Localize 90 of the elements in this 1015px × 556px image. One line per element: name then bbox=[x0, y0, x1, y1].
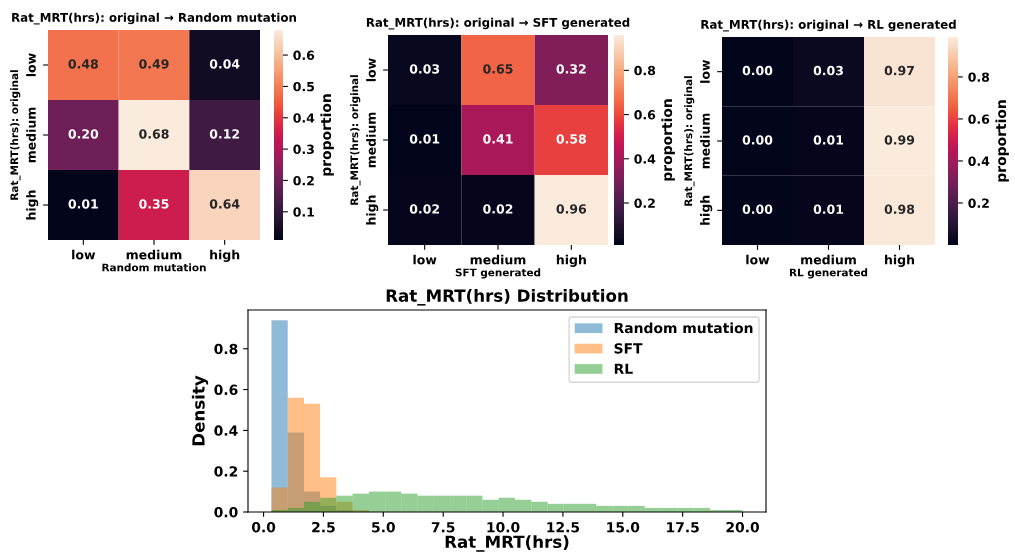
x-tick-label: medium bbox=[801, 254, 856, 265]
y-axis-title: Rat_MRT(hrs): original bbox=[684, 76, 695, 206]
y-tick-label: 0.4 bbox=[214, 425, 238, 436]
data-label: 0.00 bbox=[742, 135, 773, 145]
color-bar-label: 0.2 bbox=[293, 175, 314, 186]
data-label: 0.96 bbox=[556, 204, 587, 214]
color-bar-label: 0.4 bbox=[968, 156, 990, 166]
x-axis-title: Random mutation bbox=[102, 263, 206, 272]
y-tick-label: low bbox=[700, 59, 710, 83]
x-tick-label: 17.5 bbox=[667, 522, 699, 533]
data-label: 0.01 bbox=[68, 199, 98, 209]
x-tick-label: 0.0 bbox=[251, 521, 276, 533]
color-bar-label: 0.6 bbox=[968, 114, 990, 124]
data-label: 0.64 bbox=[209, 199, 240, 209]
y-tick-label: 0.2 bbox=[214, 466, 238, 477]
color-bar-title: proportion bbox=[995, 100, 1009, 182]
x-tick-label: medium bbox=[470, 254, 526, 265]
color-bar-title: proportion bbox=[320, 94, 334, 176]
y-axis-title: Rat_MRT(hrs): original bbox=[350, 75, 361, 205]
data-label: 0.48 bbox=[68, 59, 98, 69]
x-tick-label: 15.0 bbox=[607, 521, 640, 533]
y-tick-label: 0.6 bbox=[214, 384, 238, 396]
data-label: 0.98 bbox=[884, 204, 915, 214]
data-label: 0.02 bbox=[409, 204, 439, 214]
y-tick-label: high bbox=[26, 190, 39, 220]
x-tick-label: 12.5 bbox=[547, 521, 580, 533]
color-bar-title: proportion bbox=[661, 99, 675, 181]
color-bar-label: 0.2 bbox=[968, 198, 989, 208]
data-label: 0.41 bbox=[483, 134, 513, 144]
x-axis-title: Rat_MRT(hrs) bbox=[445, 535, 569, 552]
y-tick-label: low bbox=[26, 53, 36, 77]
legend-label: Random mutation bbox=[614, 322, 753, 334]
y-tick-label: 0.8 bbox=[214, 343, 238, 355]
x-tick-label: low bbox=[746, 254, 770, 265]
chart-title: Rat_MRT(hrs): original → RL generated bbox=[701, 19, 956, 32]
data-label: 0.01 bbox=[409, 134, 440, 144]
y-tick-label: medium bbox=[26, 107, 36, 163]
data-label: 0.01 bbox=[813, 135, 844, 145]
x-tick-label: low bbox=[413, 254, 437, 265]
data-label: 0.49 bbox=[139, 59, 169, 69]
data-label: 0.20 bbox=[68, 129, 99, 139]
color-bar-label: 0.8 bbox=[634, 65, 656, 76]
color-bar-label: 0.1 bbox=[293, 207, 315, 217]
y-tick-label: high bbox=[700, 195, 713, 225]
x-tick-label: 7.5 bbox=[431, 522, 455, 533]
x-axis-title: SFT generated bbox=[455, 268, 541, 279]
chart-title: Rat_MRT(hrs) Distribution bbox=[386, 289, 628, 306]
x-tick-label: 2.5 bbox=[312, 521, 335, 533]
y-tick-label: 0.0 bbox=[214, 506, 238, 518]
y-tick-label: high bbox=[366, 195, 379, 225]
x-tick-label: low bbox=[72, 249, 96, 260]
color-bar-label: 0.6 bbox=[634, 110, 656, 120]
data-label: 0.01 bbox=[813, 204, 844, 214]
color-bar-label: 0.5 bbox=[293, 81, 314, 92]
data-label: 0.68 bbox=[139, 129, 169, 139]
y-tick-label: medium bbox=[700, 113, 710, 169]
x-tick-label: high bbox=[556, 254, 586, 267]
color-bar-label: 0.8 bbox=[968, 72, 990, 82]
color-bar-label: 0.6 bbox=[293, 50, 315, 60]
color-bar-label: 0.4 bbox=[293, 113, 315, 123]
x-tick-label: 5.0 bbox=[372, 521, 395, 533]
data-label: 0.00 bbox=[742, 204, 773, 214]
y-tick-label: low bbox=[366, 58, 376, 82]
color-bar-label: 0.3 bbox=[293, 144, 314, 155]
x-tick-label: 20.0 bbox=[726, 521, 759, 533]
data-label: 0.35 bbox=[139, 199, 169, 209]
legend-label: SFT bbox=[614, 343, 643, 354]
data-label: 0.12 bbox=[209, 129, 239, 139]
y-axis-title: Rat_MRT(hrs): original bbox=[10, 70, 21, 200]
color-bar-label: 0.4 bbox=[634, 154, 656, 164]
data-label: 0.97 bbox=[884, 65, 914, 76]
color-bar-label: 0.2 bbox=[634, 198, 655, 208]
data-label: 0.58 bbox=[556, 134, 586, 144]
data-label: 0.04 bbox=[209, 59, 240, 69]
data-label: 0.03 bbox=[409, 64, 440, 74]
data-label: 0.02 bbox=[483, 204, 513, 214]
data-label: 0.03 bbox=[813, 65, 843, 76]
data-label: 0.65 bbox=[483, 64, 513, 74]
x-axis-title: RL generated bbox=[789, 268, 868, 279]
y-tick-label: medium bbox=[366, 112, 376, 168]
data-label: 0.00 bbox=[742, 65, 773, 76]
x-tick-label: high bbox=[885, 254, 915, 267]
chart-title: Rat_MRT(hrs): original → SFT generated bbox=[366, 17, 630, 30]
legend-label: RL bbox=[614, 363, 633, 374]
x-tick-label: medium bbox=[126, 249, 182, 260]
y-axis-title: Density bbox=[191, 375, 209, 446]
chart-title: Rat_MRT(hrs): original → Random mutation bbox=[12, 12, 296, 25]
data-label: 0.99 bbox=[884, 135, 915, 145]
data-label: 0.32 bbox=[556, 64, 586, 74]
x-tick-label: 10.0 bbox=[487, 521, 520, 533]
